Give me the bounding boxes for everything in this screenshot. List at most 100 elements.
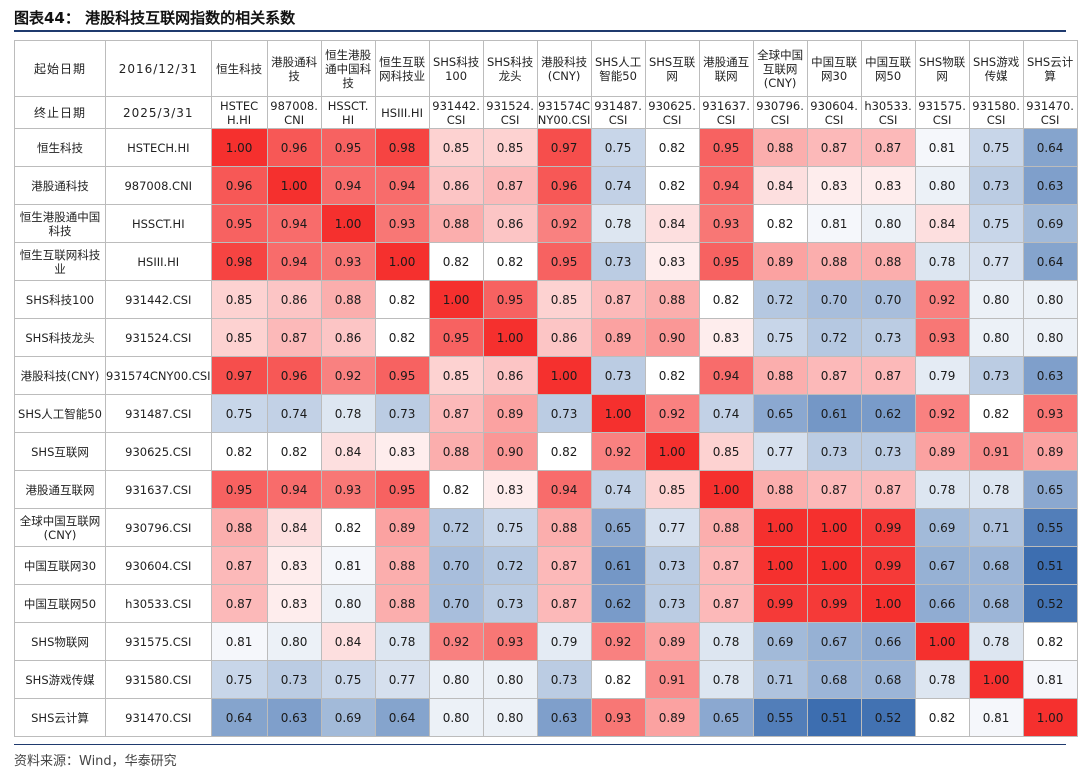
correlation-cell: 0.86 xyxy=(536,318,592,357)
correlation-cell: 0.78 xyxy=(914,660,970,699)
correlation-cell: 0.68 xyxy=(968,584,1024,623)
correlation-cell: 0.78 xyxy=(590,204,646,243)
correlation-cell: 0.69 xyxy=(914,508,970,547)
correlation-cell: 0.85 xyxy=(482,128,538,167)
correlation-cell: 0.77 xyxy=(752,432,808,471)
row-index-name: 恒生互联网科技业 xyxy=(14,242,106,281)
correlation-cell: 0.73 xyxy=(536,394,592,433)
correlation-cell: 0.98 xyxy=(374,128,430,167)
correlation-cell: 0.80 xyxy=(320,584,376,623)
column-index-code: 931580. CSI xyxy=(968,96,1024,129)
correlation-cell: 0.85 xyxy=(536,280,592,319)
column-index-code: 931487. CSI xyxy=(590,96,646,129)
correlation-cell: 0.82 xyxy=(644,356,700,395)
table-row: 全球中国互联网(CNY) 930796.CSI 0.88 0.84 0.82 0.89 0.… xyxy=(14,508,1078,547)
column-index-name: SHS科技龙头 xyxy=(482,40,538,97)
column-index-name: SHS云计算 xyxy=(1022,40,1078,97)
correlation-cell: 0.95 xyxy=(482,280,538,319)
correlation-cell: 0.89 xyxy=(1022,432,1078,471)
correlation-cell: 0.95 xyxy=(374,470,430,509)
correlation-cell: 0.63 xyxy=(536,698,592,737)
correlation-cell: 0.82 xyxy=(644,128,700,167)
column-index-name: 恒生互联网科技业 xyxy=(374,40,430,97)
correlation-cell: 0.88 xyxy=(752,128,808,167)
column-index-code: 931574C NY00.CSI xyxy=(536,96,592,129)
correlation-cell: 0.82 xyxy=(482,242,538,281)
table-row: 中国互联网50 h30533.CSI 0.87 0.83 0.80 0.88 0.70 0.7… xyxy=(14,584,1078,623)
correlation-cell: 0.84 xyxy=(914,204,970,243)
correlation-cell: 0.65 xyxy=(752,394,808,433)
correlation-cell: 0.96 xyxy=(210,166,268,205)
correlation-cell: 0.87 xyxy=(428,394,484,433)
correlation-cell: 0.69 xyxy=(752,622,808,661)
correlation-cell: 1.00 xyxy=(914,622,970,661)
correlation-cell: 0.61 xyxy=(590,546,646,585)
correlation-cell: 0.99 xyxy=(860,546,916,585)
row-index-code: HSSCT.HI xyxy=(105,204,212,243)
correlation-cell: 0.85 xyxy=(428,356,484,395)
correlation-cell: 0.68 xyxy=(968,546,1024,585)
row-index-code: 931574CNY00.CSI xyxy=(105,356,212,395)
correlation-cell: 0.67 xyxy=(806,622,862,661)
correlation-cell: 0.94 xyxy=(266,470,322,509)
correlation-cell: 0.97 xyxy=(210,356,268,395)
correlation-cell: 0.80 xyxy=(914,166,970,205)
correlation-cell: 0.82 xyxy=(266,432,322,471)
correlation-cell: 0.51 xyxy=(1022,546,1078,585)
table-row: 恒生科技 HSTECH.HI 1.00 0.96 0.95 0.98 0.85 0.85 0.9… xyxy=(14,128,1078,167)
correlation-cell: 0.81 xyxy=(968,698,1024,737)
correlation-cell: 0.88 xyxy=(752,356,808,395)
column-index-code: 987008. CNI xyxy=(266,96,322,129)
correlation-cell: 0.55 xyxy=(752,698,808,737)
correlation-cell: 0.87 xyxy=(806,356,862,395)
correlation-cell: 1.00 xyxy=(698,470,754,509)
correlation-cell: 0.96 xyxy=(266,356,322,395)
correlation-cell: 1.00 xyxy=(320,204,376,243)
table-row: SHS互联网 930625.CSI 0.82 0.82 0.84 0.83 0.88 0.90… xyxy=(14,432,1078,471)
correlation-cell: 0.68 xyxy=(806,660,862,699)
correlation-cell: 0.94 xyxy=(698,356,754,395)
correlation-cell: 0.73 xyxy=(644,584,700,623)
correlation-cell: 0.87 xyxy=(536,546,592,585)
correlation-cell: 0.95 xyxy=(536,242,592,281)
correlation-cell: 0.70 xyxy=(860,280,916,319)
correlation-cell: 0.87 xyxy=(210,584,268,623)
source-divider xyxy=(14,744,1066,745)
correlation-cell: 0.92 xyxy=(320,356,376,395)
row-index-code: 930625.CSI xyxy=(105,432,212,471)
correlation-cell: 0.63 xyxy=(266,698,322,737)
column-index-code: 931442. CSI xyxy=(428,96,484,129)
row-index-code: 931575.CSI xyxy=(105,622,212,661)
correlation-cell: 0.90 xyxy=(482,432,538,471)
correlation-cell: 0.73 xyxy=(536,660,592,699)
correlation-cell: 0.87 xyxy=(806,128,862,167)
correlation-cell: 1.00 xyxy=(590,394,646,433)
correlation-cell: 0.73 xyxy=(968,356,1024,395)
correlation-cell: 0.93 xyxy=(374,204,430,243)
start-date-value: 2016/12/31 xyxy=(105,40,212,97)
column-index-code: 931637. CSI xyxy=(698,96,754,129)
correlation-cell: 0.75 xyxy=(210,394,268,433)
correlation-cell: 0.87 xyxy=(806,470,862,509)
correlation-cell: 0.75 xyxy=(968,204,1024,243)
correlation-cell: 0.89 xyxy=(374,508,430,547)
correlation-cell: 1.00 xyxy=(860,584,916,623)
correlation-cell: 0.81 xyxy=(320,546,376,585)
correlation-cell: 1.00 xyxy=(428,280,484,319)
column-index-name: 中国互联网50 xyxy=(860,40,916,97)
correlation-cell: 0.74 xyxy=(590,470,646,509)
correlation-cell: 0.87 xyxy=(698,584,754,623)
row-index-code: 931487.CSI xyxy=(105,394,212,433)
row-index-name: 恒生科技 xyxy=(14,128,106,167)
correlation-cell: 0.85 xyxy=(428,128,484,167)
column-index-code: 930625. CSI xyxy=(644,96,700,129)
correlation-cell: 0.71 xyxy=(752,660,808,699)
correlation-cell: 0.89 xyxy=(644,698,700,737)
table-row: SHS科技龙头 931524.CSI 0.85 0.87 0.86 0.82 0.95 1.0… xyxy=(14,318,1078,357)
header-row-names: 起始日期 2016/12/31 恒生科技 港股通科技 恒生港股通中国科技 恒生互联网科技业… xyxy=(14,40,1078,97)
correlation-cell: 0.94 xyxy=(266,242,322,281)
correlation-cell: 0.95 xyxy=(210,204,268,243)
correlation-cell: 0.80 xyxy=(266,622,322,661)
row-index-code: 931580.CSI xyxy=(105,660,212,699)
correlation-cell: 0.89 xyxy=(914,432,970,471)
